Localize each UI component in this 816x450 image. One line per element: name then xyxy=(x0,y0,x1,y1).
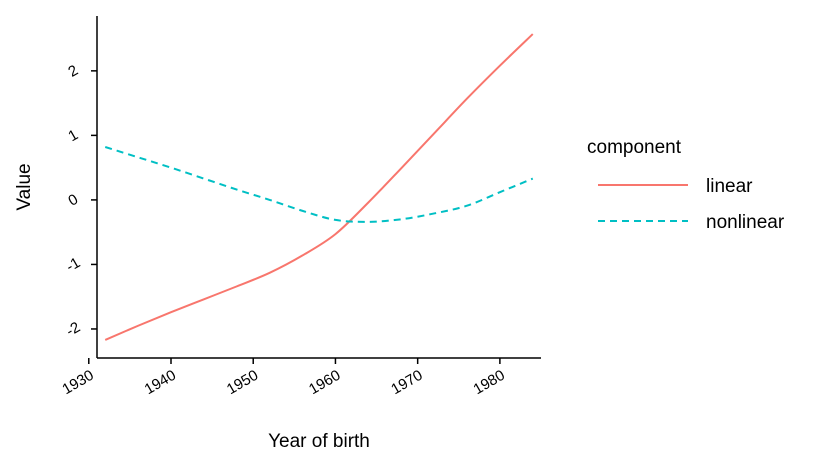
y-tick-label: -1 xyxy=(63,254,83,275)
y-tick-label: 1 xyxy=(65,126,81,145)
legend-item-linear: linear xyxy=(598,176,753,197)
y-tick-label: -2 xyxy=(63,319,83,340)
series-line-linear xyxy=(104,33,534,341)
x-tick-label: 1960 xyxy=(306,367,343,398)
axis-ticks: 1930 1940 1950 1960 1970 1980 -2 -1 0 1 2 xyxy=(59,62,508,398)
legend-items: linear nonlinear xyxy=(598,176,785,233)
y-tick-label: 0 xyxy=(65,191,81,210)
legend-label-nonlinear: nonlinear xyxy=(706,212,785,233)
legend-label-linear: linear xyxy=(706,176,753,197)
x-tick-label: 1940 xyxy=(142,367,179,398)
x-tick-label: 1930 xyxy=(59,367,96,398)
axes xyxy=(96,16,541,359)
x-tick-label: 1950 xyxy=(224,367,261,398)
y-axis-title: Value xyxy=(14,163,35,210)
legend: component linear nonlinear xyxy=(587,137,785,233)
x-axis-title: Year of birth xyxy=(268,431,370,450)
x-tick-label: 1980 xyxy=(470,367,507,398)
legend-title: component xyxy=(587,137,682,158)
series-layer xyxy=(104,33,534,341)
y-tick-label: 2 xyxy=(65,62,81,81)
series-line-nonlinear xyxy=(104,146,534,223)
legend-item-nonlinear: nonlinear xyxy=(598,212,785,233)
x-tick-label: 1970 xyxy=(388,367,425,398)
